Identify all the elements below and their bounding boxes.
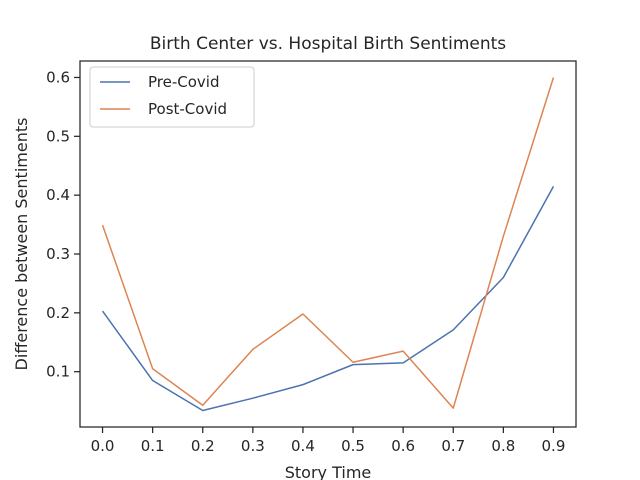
chart-title: Birth Center vs. Hospital Birth Sentimen… — [150, 34, 506, 54]
y-tick-label: 0.6 — [46, 68, 70, 86]
x-tick-label: 0.2 — [191, 437, 215, 455]
series-line-pre-covid — [101, 185, 555, 412]
x-axis: 0.0 0.1 0.2 0.3 0.4 0.5 0.6 0.7 0.8 0.9 — [91, 427, 566, 455]
plot-area — [101, 77, 555, 412]
y-tick-label: 0.5 — [46, 127, 70, 145]
x-tick-label: 0.1 — [141, 437, 165, 455]
x-tick-label: 0.4 — [291, 437, 315, 455]
y-axis-label: Difference between Sentiments — [12, 118, 31, 371]
y-tick-label: 0.2 — [46, 304, 70, 322]
x-tick-label: 0.5 — [341, 437, 365, 455]
legend-box — [89, 66, 255, 128]
plot-frame — [79, 60, 577, 428]
y-tick-label: 0.4 — [46, 186, 70, 204]
y-axis: 0.1 0.2 0.3 0.4 0.5 0.6 — [46, 68, 80, 381]
y-tick-label: 0.3 — [46, 245, 70, 263]
legend-label: Pre-Covid — [148, 73, 219, 91]
x-tick-label: 0.8 — [491, 437, 515, 455]
x-tick-label: 0.3 — [241, 437, 265, 455]
series-line-post-covid — [101, 77, 555, 409]
x-tick-label: 0.6 — [391, 437, 415, 455]
legend: Pre-Covid Post-Covid — [89, 66, 255, 128]
y-tick-label: 0.1 — [46, 363, 70, 381]
x-tick-label: 0.7 — [441, 437, 465, 455]
x-tick-label: 0.9 — [542, 437, 566, 455]
x-axis-label: Story Time — [285, 463, 372, 480]
legend-label: Post-Covid — [148, 100, 227, 118]
x-tick-label: 0.0 — [91, 437, 115, 455]
